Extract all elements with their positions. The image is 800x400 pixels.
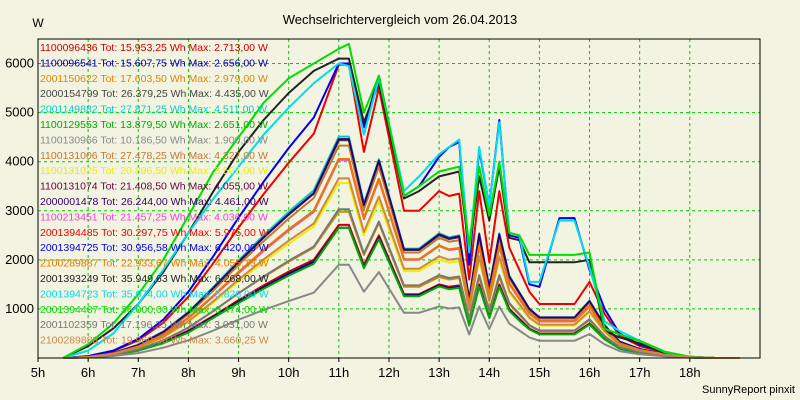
series-line-14 (63, 62, 740, 359)
legend-entry-3: 2001150622 Tot: 17.603,50 Wh Max: 2.979,… (40, 73, 268, 85)
y-tick-label-0: 1000 (5, 301, 34, 316)
x-tick-label-5: 10h (278, 365, 300, 380)
x-tick-label-8: 13h (428, 365, 450, 380)
series-line-20 (63, 177, 740, 359)
x-tick-label-13: 18h (679, 365, 701, 380)
legend-entry-2: 1100096541 Tot: 15.607,75 Wh Max: 2.656,… (40, 57, 268, 69)
x-tick-label-3: 8h (181, 365, 195, 380)
legend-entry-12: 1100213451 Tot: 21.457,25 Wh Max: 4.036,… (40, 211, 268, 223)
x-axis-ticks: 5h 6h 7h 8h 9h 10h 11h 12h 13h 14h 15h 16h 17h 18h (31, 358, 701, 380)
x-tick-label-7: 12h (378, 365, 400, 380)
x-tick-label-1: 6h (81, 365, 95, 380)
y-tick-label-5: 6000 (5, 56, 34, 71)
legend-entry-19: 2001102359 Tot: 17.196,25 Wh Max: 3.031,… (40, 319, 268, 331)
legend-entry-1: 1100096436 Tot: 15.953,25 Wh Max: 2.713,… (40, 42, 268, 54)
legend-entry-5: 2001149882 Tot: 27.871,25 Wh Max: 4.511,… (40, 104, 267, 116)
y-tick-label-4: 5000 (5, 105, 34, 120)
legend-entry-8: 1100131006 Tot: 27.478,25 Wh Max: 4.327,… (40, 150, 268, 162)
y-axis-ticks: 1000 2000 3000 4000 5000 6000 (5, 56, 34, 316)
legend: 1100096436 Tot: 15.953,25 Wh Max: 2.713,… (40, 42, 269, 347)
x-tick-label-6: 11h (328, 365, 349, 380)
series-line-19 (63, 208, 740, 359)
series-lines (62, 42, 740, 359)
series-line-15 (63, 158, 740, 359)
legend-entry-4: 2000154799 Tot: 26.379,25 Wh Max: 4.435,… (40, 88, 269, 100)
legend-entry-18: 2001394487 Tot: 36.000,00 Wh Max: 6.474,… (40, 304, 269, 316)
legend-entry-17: 2001394723 Tot: 35.074,00 Wh Max: 5.826,… (40, 288, 269, 300)
legend-entry-14: 2001394725 Tot: 30.956,58 Wh Max: 6.420,… (40, 242, 269, 254)
x-tick-label-4: 9h (231, 365, 245, 380)
x-tick-label-9: 14h (478, 365, 500, 380)
chart-title: Wechselrichtervergleich vom 26.04.2013 (283, 12, 518, 27)
legend-entry-10: 1100131074 Tot: 21.408,50 Wh Max: 4.055,… (40, 181, 268, 193)
legend-entry-13: 2001394485 Tot: 30.297,75 Wh Max: 5.975,… (40, 227, 269, 239)
x-tick-label-0: 5h (31, 365, 45, 380)
y-tick-label-1: 2000 (5, 252, 34, 267)
grid (37, 39, 760, 358)
footer-credit: SunnyReport pinxit (702, 384, 795, 396)
series-line-6 (63, 226, 740, 359)
legend-entry-6: 1100129553 Tot: 13.879,50 Wh Max: 2.651,… (40, 119, 268, 131)
x-tick-label-2: 7h (131, 365, 145, 380)
y-axis-unit: W (32, 16, 44, 30)
series-line-13 (63, 63, 740, 359)
legend-entry-20: 2100289888 Tot: 19.960,50 Wh Max: 3.660,… (40, 335, 269, 347)
y-tick-label-3: 4000 (5, 154, 34, 169)
series-line-7 (63, 263, 740, 359)
legend-entry-15: 2100289887 Tot: 22.933,67 Wh Max: 4.055,… (40, 258, 269, 270)
x-tick-label-11: 16h (579, 365, 601, 380)
x-tick-label-10: 15h (529, 365, 551, 380)
legend-entry-11: 2000001478 Tot: 26.244,00 Wh Max: 4.461,… (40, 196, 269, 208)
plot-area-frame (37, 38, 761, 359)
y-tick-label-2: 3000 (5, 203, 34, 218)
series-line-18 (62, 42, 740, 359)
legend-entry-7: 1100130966 Tot: 10.186,50 Wh Max: 1.900,… (40, 134, 268, 146)
legend-entry-9: 1100131025 Tot: 20.896,50 Wh Max: 3.565,… (40, 165, 268, 177)
x-tick-label-12: 17h (629, 365, 651, 380)
legend-entry-16: 2001393249 Tot: 35.949,63 Wh Max: 6.268,… (40, 273, 269, 285)
